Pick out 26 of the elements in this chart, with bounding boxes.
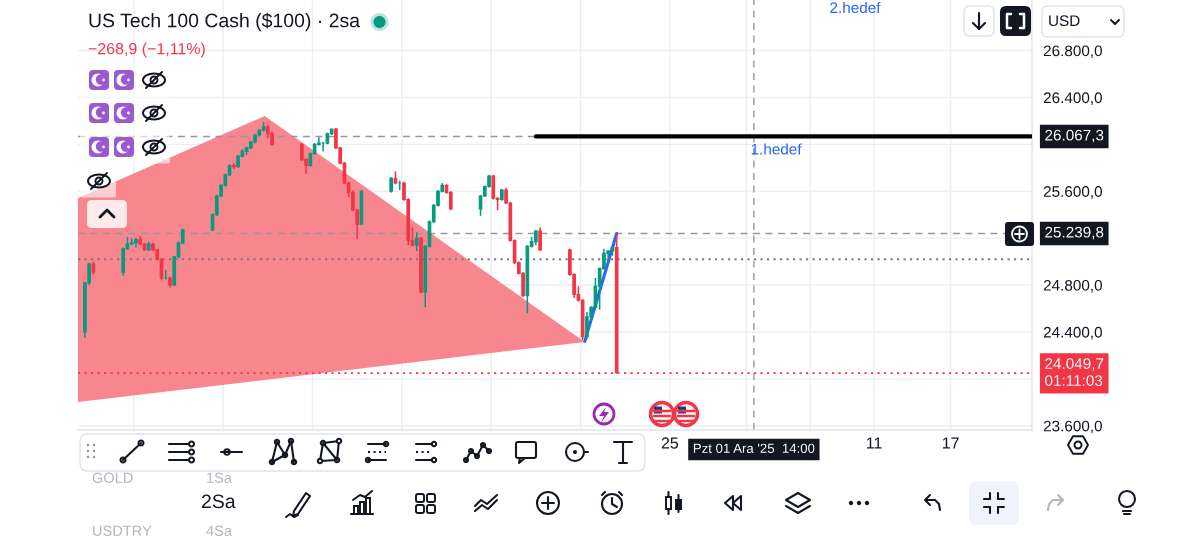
text: US Tech 100 Cash ($100) · 2sa: [89, 12, 361, 32]
candlestick: [121, 246, 126, 277]
ref-line-label: 24.049,7 01:11:03: [1045, 358, 1104, 386]
text: 1Sa: [207, 472, 232, 483]
text: 2Sa: [201, 494, 236, 509]
candlestick: [163, 269, 168, 280]
y-tick-label: 24.400,0: [1043, 326, 1102, 340]
ref-line-label: Pzt 01 Ara '25 14:00: [693, 443, 815, 453]
text: GOLD: [92, 472, 133, 483]
x-tick-label: 11: [866, 437, 882, 449]
ref-line-label: 25.239,8: [1045, 226, 1104, 240]
text: −268,9 (−1,11%): [88, 42, 205, 58]
y-tick-label: 25.600,0: [1043, 186, 1102, 199]
y-tick-label: 24.800,0: [1043, 279, 1102, 293]
ref-line-label: 26.067,3: [1045, 129, 1104, 143]
x-tick-label: 25: [661, 437, 679, 449]
y-tick-label: 26.800,0: [1043, 45, 1102, 59]
text: 4Sa: [206, 525, 232, 536]
text: USDTRY: [93, 525, 152, 536]
candlestick: [414, 231, 419, 252]
y-tick-label: 26.400,0: [1043, 92, 1102, 105]
y-tick-label: 23.600,0: [1043, 420, 1102, 434]
text: USD: [1049, 15, 1080, 27]
annotation: 2.hedef: [830, 1, 881, 14]
annotation: 1.hedef: [751, 143, 802, 155]
x-tick-label: 17: [942, 437, 959, 449]
